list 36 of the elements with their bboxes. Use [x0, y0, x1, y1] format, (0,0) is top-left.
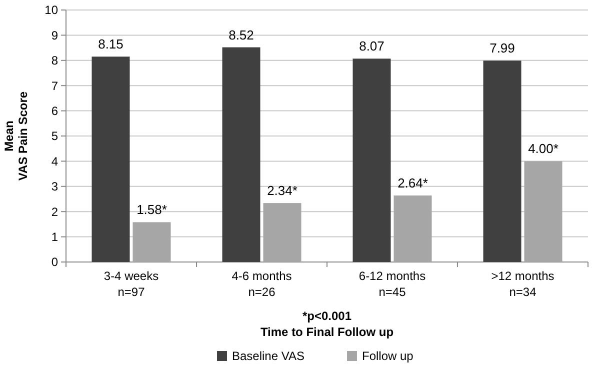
bar — [132, 222, 171, 262]
y-tick-label: 5 — [51, 129, 58, 144]
bar — [394, 195, 432, 262]
y-tick-label: 1 — [51, 230, 58, 244]
data-label: 8.15 — [98, 36, 124, 52]
legend-label: Follow up — [362, 349, 414, 363]
x-tick-label: 3-4 weeks n=97 — [104, 269, 159, 299]
y-tick-label: 4 — [51, 154, 58, 168]
bar — [524, 161, 562, 262]
y-tick-label: 7 — [51, 78, 58, 93]
x-tick-label: >12 months n=34 — [491, 269, 554, 299]
x-axis-title: Time to Final Follow up — [260, 325, 394, 339]
y-tick-label: 2 — [51, 204, 58, 219]
bar — [263, 203, 302, 262]
y-tick-label: 0 — [51, 255, 58, 270]
y-tick-label: 3 — [51, 180, 58, 194]
y-tick-label: 9 — [51, 28, 58, 42]
bar — [483, 60, 522, 262]
y-axis-title: Mean VAS Pain Score — [2, 91, 30, 181]
y-tick-label: 6 — [51, 104, 58, 118]
data-label: 8.07 — [359, 38, 384, 54]
legend-label: Baseline VAS — [232, 349, 304, 363]
data-label: 7.99 — [490, 40, 515, 56]
x-tick-label: 4-6 months n=26 — [232, 269, 292, 299]
bar — [222, 47, 260, 262]
data-label: 4.00* — [528, 141, 558, 156]
data-label: 2.34* — [267, 183, 298, 198]
data-label: 2.64* — [398, 175, 428, 190]
x-tick-label: 6-12 months n=45 — [358, 269, 426, 299]
bar — [352, 58, 391, 262]
data-label: 1.58* — [136, 202, 167, 218]
bar — [92, 56, 130, 262]
y-tick-label: 8 — [51, 54, 58, 68]
data-label: 8.52 — [228, 27, 254, 42]
y-tick-label: 10 — [44, 3, 58, 18]
text: *p<0.001 — [302, 309, 352, 323]
